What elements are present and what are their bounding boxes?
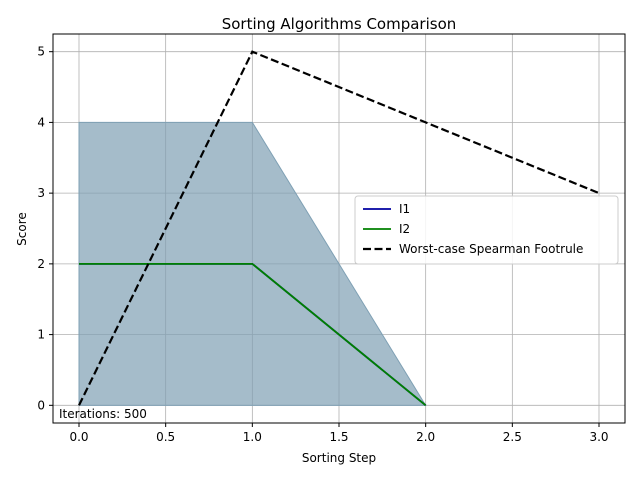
series-line-3 [78,50,600,406]
x-axis-ticks: 0.0 0.5 1.0 1.5 2.0 2.5 3.0 [69,423,609,444]
x-tick-label: 1.5 [329,430,348,444]
x-tick-label: 3.0 [589,430,608,444]
legend-box [354,195,619,265]
y-tick-label: 5 [37,45,45,59]
y-axis-ticks: 0 1 2 3 4 5 [37,45,53,412]
legend: I1 I2 Worst-case Spearman Footrule [354,195,619,265]
chart-title: Sorting Algorithms Comparison [222,15,457,33]
legend-label-2: I2 [399,222,410,236]
legend-label-3: Worst-case Spearman Footrule [399,242,583,256]
x-tick-label: 1.0 [243,430,262,444]
legend-label-1: I1 [399,202,410,216]
x-tick-label: 2.0 [416,430,435,444]
y-tick-label: 2 [37,257,45,271]
y-tick-label: 3 [37,186,45,200]
y-tick-label: 1 [37,328,45,342]
x-axis-label: Sorting Step [302,451,376,465]
x-tick-label: 2.5 [503,430,522,444]
y-tick-label: 0 [37,398,45,412]
y-axis-label: Score [15,212,29,246]
series-line-2 [79,262,427,407]
x-tick-label: 0.5 [156,430,175,444]
series-lines [78,50,600,407]
iterations-annotation: Iterations: 500 [59,407,147,421]
x-tick-label: 0.0 [69,430,88,444]
y-tick-label: 4 [37,115,45,129]
